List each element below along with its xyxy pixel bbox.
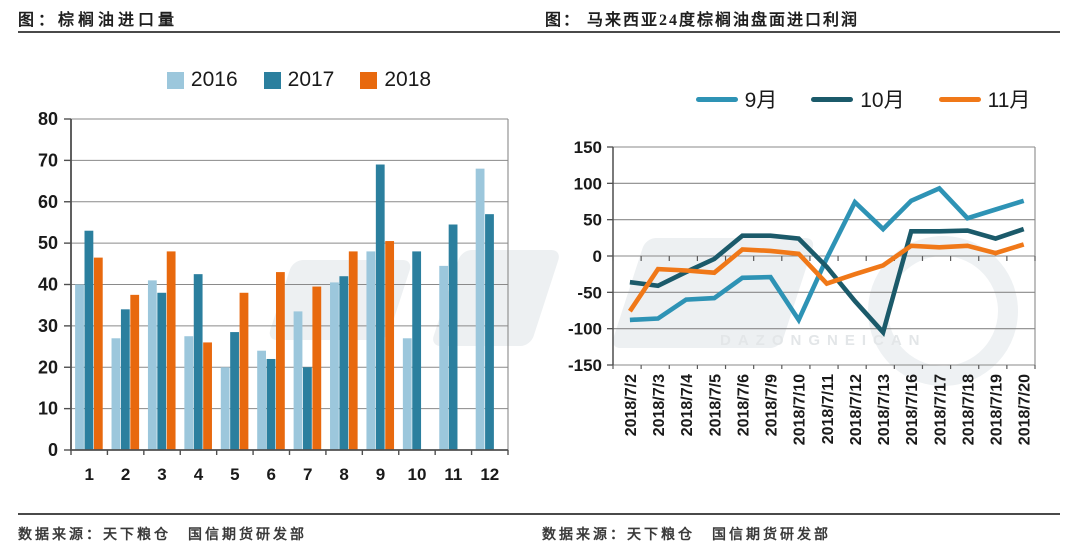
- legend-item-0-0: 2016: [166, 68, 238, 92]
- svg-text:7: 7: [303, 465, 312, 484]
- legend-chip-1-2: [938, 96, 981, 102]
- legend-chip-0-0: [166, 71, 184, 89]
- footer-divider-left: [18, 513, 538, 515]
- title-divider-right: [538, 31, 1060, 33]
- svg-text:70: 70: [38, 150, 58, 170]
- svg-text:8: 8: [339, 465, 348, 484]
- watermark-text: DAZONGNEICAN: [720, 332, 927, 349]
- svg-text:-50: -50: [577, 283, 602, 302]
- svg-text:-150: -150: [568, 356, 602, 375]
- svg-text:-100: -100: [568, 320, 602, 339]
- bar-chart-legend: 2016 2017 2018: [0, 68, 568, 92]
- legend-label: 11月: [987, 89, 1031, 112]
- legend-item-1-1: 10月: [811, 84, 905, 114]
- svg-text:2018/7/12: 2018/7/12: [848, 374, 865, 445]
- svg-text:30: 30: [38, 316, 58, 336]
- left-chart-title: 图：棕榈油进口量: [18, 12, 179, 29]
- svg-text:2018/7/13: 2018/7/13: [876, 374, 893, 445]
- svg-text:10: 10: [407, 465, 426, 484]
- svg-text:1: 1: [84, 465, 93, 484]
- legend-item-1-0: 9月: [695, 84, 778, 114]
- svg-text:2018/7/11: 2018/7/11: [820, 374, 837, 444]
- svg-text:2018/7/2: 2018/7/2: [623, 374, 640, 436]
- svg-text:150: 150: [574, 138, 602, 157]
- right-chart-title: 图： 马来西亚24度棕榈油盘面进口利润: [545, 12, 860, 29]
- legend-label: 2018: [384, 68, 432, 91]
- svg-text:2018/7/18: 2018/7/18: [960, 374, 977, 445]
- line-chart-malaysia-import-profit: -150 -100 -50 0 50 100 150 2018/7/2 2018/7/3 2018…: [568, 138, 1036, 445]
- svg-text:12: 12: [480, 465, 499, 484]
- legend-label: 2016: [190, 68, 238, 91]
- svg-text:20: 20: [38, 357, 58, 377]
- watermark: DAZONGNEICAN: [267, 226, 1028, 406]
- svg-text:2018/7/16: 2018/7/16: [904, 374, 921, 445]
- svg-text:2018/7/4: 2018/7/4: [679, 374, 696, 436]
- svg-text:5: 5: [230, 465, 239, 484]
- legend-item-0-2: 2018: [360, 68, 431, 92]
- svg-text:40: 40: [38, 275, 58, 295]
- legend-item-0-1: 2017: [263, 68, 335, 92]
- svg-text:80: 80: [38, 109, 58, 129]
- svg-text:4: 4: [194, 465, 204, 484]
- svg-text:2018/7/10: 2018/7/10: [792, 374, 809, 445]
- svg-text:3: 3: [157, 465, 166, 484]
- svg-text:0: 0: [48, 440, 58, 460]
- svg-text:50: 50: [38, 233, 58, 253]
- legend-label: 10月: [860, 89, 905, 112]
- legend-item-1-2: 11月: [938, 84, 1031, 114]
- svg-text:2018/7/19: 2018/7/19: [989, 374, 1006, 445]
- legend-label: 9月: [744, 89, 778, 112]
- legend-chip-1-1: [811, 96, 854, 102]
- svg-text:60: 60: [38, 192, 58, 212]
- data-source-right: 数据来源：天下粮仓 国信期货研发部: [542, 528, 831, 543]
- legend-chip-1-0: [695, 96, 738, 102]
- svg-text:9: 9: [376, 465, 385, 484]
- svg-text:10: 10: [38, 399, 58, 419]
- line-chart-legend: 9月 10月 11月: [538, 84, 1076, 114]
- svg-text:2018/7/3: 2018/7/3: [651, 374, 668, 436]
- svg-text:2018/7/17: 2018/7/17: [932, 374, 949, 445]
- svg-text:100: 100: [574, 174, 602, 193]
- panel-palm-oil-import-volume: 图：棕榈油进口量 2016 2017 2018 0 10 20 30 40 50 60 70 80 1…: [18, 12, 538, 543]
- legend-label: 2017: [287, 68, 335, 91]
- title-divider-left: [18, 31, 538, 33]
- svg-text:50: 50: [583, 211, 602, 230]
- svg-text:2018/7/20: 2018/7/20: [1017, 374, 1034, 445]
- svg-text:2: 2: [121, 465, 130, 484]
- data-source-left: 数据来源：天下粮仓 国信期货研发部: [18, 528, 307, 543]
- svg-text:2018/7/5: 2018/7/5: [707, 374, 724, 436]
- svg-text:11: 11: [444, 465, 462, 484]
- svg-text:6: 6: [267, 465, 276, 484]
- panel-malaysia-import-profit: 图： 马来西亚24度棕榈油盘面进口利润 9月 10月 11月 -150 -100 -50…: [538, 0, 1076, 554]
- svg-text:2018/7/6: 2018/7/6: [735, 374, 752, 436]
- svg-text:2018/7/9: 2018/7/9: [764, 374, 781, 436]
- svg-text:0: 0: [593, 247, 602, 266]
- footer-divider-right: [538, 513, 1060, 515]
- legend-chip-0-2: [360, 71, 378, 89]
- legend-chip-0-1: [263, 71, 281, 89]
